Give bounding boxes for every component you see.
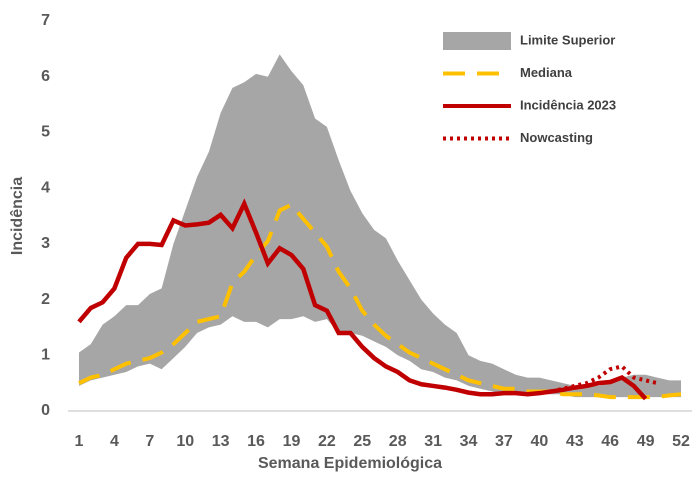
y-tick-label: 0 bbox=[41, 402, 50, 419]
legend-label: Mediana bbox=[520, 65, 573, 80]
y-axis-label: Incidência bbox=[9, 177, 26, 255]
x-tick-label: 10 bbox=[176, 433, 194, 450]
x-tick-label: 28 bbox=[389, 433, 407, 450]
x-axis-label: Semana Epidemiológica bbox=[258, 455, 442, 472]
series-line bbox=[550, 364, 658, 394]
x-tick-label: 1 bbox=[75, 433, 84, 450]
legend-label: Limite Superior bbox=[520, 32, 615, 47]
legend-swatch bbox=[443, 32, 511, 50]
y-tick-label: 6 bbox=[41, 68, 50, 85]
y-tick-label: 3 bbox=[41, 235, 50, 252]
x-tick-label: 49 bbox=[637, 433, 655, 450]
y-tick-label: 1 bbox=[41, 347, 50, 364]
x-tick-label: 31 bbox=[424, 433, 442, 450]
series-line bbox=[78, 202, 682, 400]
x-tick-label: 52 bbox=[672, 433, 690, 450]
y-tick-label: 4 bbox=[41, 179, 50, 196]
x-tick-label: 7 bbox=[145, 433, 154, 450]
x-tick-label: 22 bbox=[318, 433, 336, 450]
y-tick-label: 7 bbox=[41, 12, 50, 29]
legend-label: Nowcasting bbox=[520, 130, 593, 145]
y-tick-label: 5 bbox=[41, 124, 50, 141]
x-tick-label: 43 bbox=[566, 433, 584, 450]
x-tick-label: 16 bbox=[247, 433, 265, 450]
legend-label: Incidência 2023 bbox=[520, 97, 616, 112]
x-tick-label: 34 bbox=[460, 433, 478, 450]
y-tick-label: 2 bbox=[41, 291, 50, 308]
x-tick-label: 37 bbox=[495, 433, 513, 450]
x-tick-label: 19 bbox=[283, 433, 301, 450]
x-tick-label: 4 bbox=[110, 433, 119, 450]
x-tick-label: 25 bbox=[353, 433, 371, 450]
x-tick-label: 40 bbox=[530, 433, 548, 450]
x-tick-label: 46 bbox=[601, 433, 619, 450]
band-area bbox=[79, 54, 681, 398]
x-tick-label: 13 bbox=[212, 433, 230, 450]
